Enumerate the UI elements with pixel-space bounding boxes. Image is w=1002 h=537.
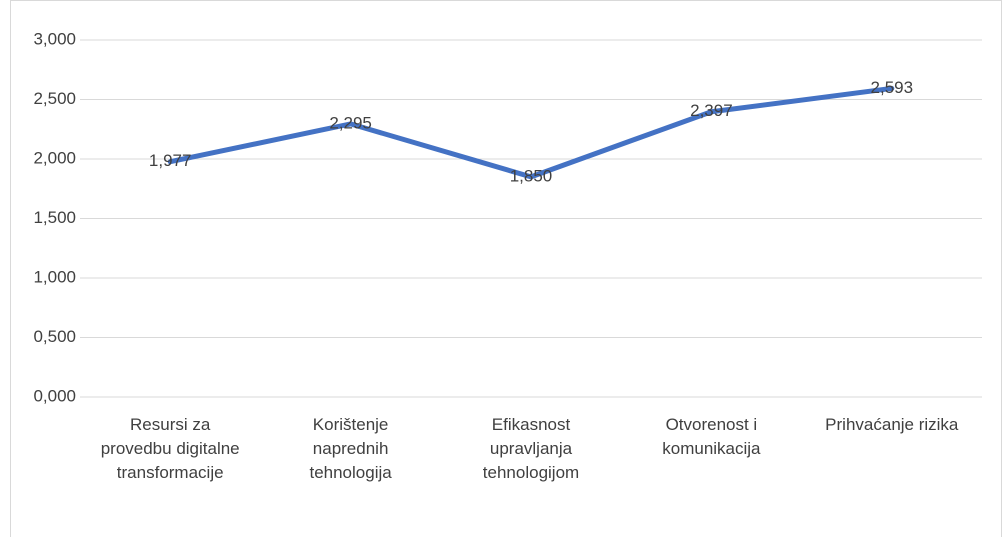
y-tick-label: 0,500: [33, 327, 76, 346]
x-tick-label: Efikasnost upravljanja tehnologijom: [482, 415, 580, 482]
y-tick-label: 2,000: [33, 148, 76, 167]
x-tick-label: Korištenje naprednih tehnologija: [309, 415, 392, 482]
data-label: 2,295: [329, 113, 372, 132]
x-tick-label: Prihvaćanje rizika: [825, 415, 959, 434]
x-tick-label: Otvorenost i komunikacija: [662, 415, 761, 458]
y-tick-label: 3,000: [33, 29, 76, 48]
data-label: 1,977: [149, 151, 192, 170]
data-label: 2,593: [871, 78, 914, 97]
x-tick-label: Resursi za provedbu digitalne transforma…: [100, 415, 240, 482]
y-tick-label: 0,000: [33, 386, 76, 405]
data-label: 1,850: [510, 166, 553, 185]
y-tick-label: 1,500: [33, 208, 76, 227]
data-label: 2,397: [690, 101, 733, 120]
y-tick-label: 2,500: [33, 89, 76, 108]
line: [167, 85, 895, 180]
y-tick-label: 1,000: [33, 267, 76, 286]
